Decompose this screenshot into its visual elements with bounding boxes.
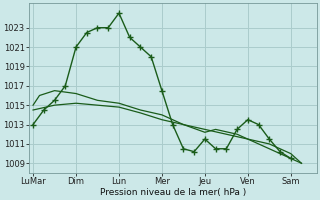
X-axis label: Pression niveau de la mer( hPa ): Pression niveau de la mer( hPa ) [100,188,246,197]
